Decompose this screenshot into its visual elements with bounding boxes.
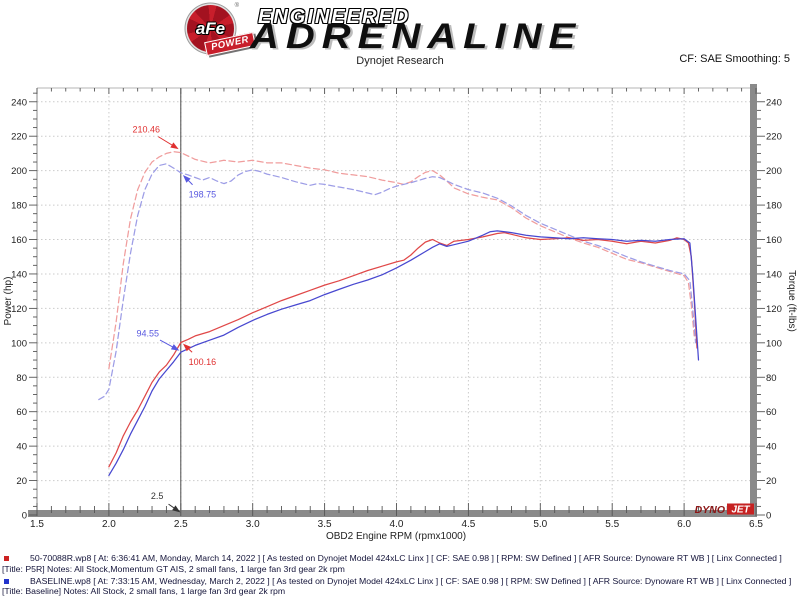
svg-text:0: 0 [766,511,771,522]
svg-text:180: 180 [11,201,27,212]
svg-text:140: 140 [11,269,27,280]
svg-text:40: 40 [766,442,777,453]
svg-text:60: 60 [766,407,777,418]
series-baseline-torque [98,163,697,401]
svg-text:120: 120 [766,304,782,315]
header: aFe ® POWER ENGINEERED ADRENALINE [0,0,800,70]
svg-text:140: 140 [766,269,782,280]
series-p5r-power [108,231,698,468]
x-tick-labels: 1.5 2.0 2.5 3.0 3.5 4.0 4.5 5.0 5.5 6.0 6.5 [30,519,763,530]
annotation-210.46: 210.46 [133,124,161,134]
svg-text:5.0: 5.0 [533,519,547,530]
svg-text:120: 120 [11,304,27,315]
smoothing-setting: CF: SAE Smoothing: 5 [679,53,790,65]
dynojet-watermark-box [727,503,754,515]
legend-text-baseline: BASELINE.wp8 [ At: 7:33:15 AM, Wednesday… [2,575,792,597]
series-baseline-power [108,230,700,477]
svg-text:220: 220 [766,132,782,143]
svg-text:240: 240 [11,97,27,108]
svg-text:200: 200 [11,166,27,177]
svg-text:20: 20 [766,476,777,487]
x-axis-title: OBD2 Engine RPM (rpmx1000) [326,531,466,542]
svg-text:100: 100 [11,338,27,349]
svg-text:240: 240 [766,97,782,108]
chart-subtitle: Dynojet Research [356,55,444,67]
svg-text:6.0: 6.0 [677,519,691,530]
svg-text:3.5: 3.5 [318,519,332,530]
svg-text:80: 80 [16,373,27,384]
legend: 50-70088R.wp8 [ At: 6:36:41 AM, Monday, … [2,553,798,598]
annotation-100.16: 100.16 [189,357,217,367]
title-adrenaline: ADRENALINE [250,17,583,56]
gridlines [37,88,750,510]
series-p5r-torque [108,151,695,370]
svg-text:6.5: 6.5 [749,519,763,530]
dynojet-watermark-jet: JET [731,505,750,516]
svg-text:4.0: 4.0 [390,519,404,530]
svg-text:160: 160 [766,235,782,246]
legend-text-p5r: 50-70088R.wp8 [ At: 6:36:41 AM, Monday, … [2,553,782,574]
svg-text:4.5: 4.5 [461,519,475,530]
svg-text:160: 160 [11,235,27,246]
svg-text:3.0: 3.0 [246,519,260,530]
svg-text:5.5: 5.5 [605,519,619,530]
svg-text:200: 200 [766,166,782,177]
legend-marker-red [4,556,9,561]
legend-entry-p5r: 50-70088R.wp8 [ At: 6:36:41 AM, Monday, … [2,553,798,575]
y-tick-labels: 0 0 20 20 40 40 60 60 80 80 100 100 120 120 140 140 160 1… [11,97,782,521]
x-axis-bar [28,510,757,517]
dynojet-watermark-dyno: DYNO [695,504,725,516]
svg-text:100: 100 [766,338,782,349]
annotation-94.55: 94.55 [136,328,159,338]
right-axis-bar [750,84,757,517]
legend-marker-blue [4,578,9,584]
svg-text:180: 180 [766,201,782,212]
y-axis-title-left: Power (hp) [3,277,14,326]
y-axis-title-right: Torque (ft-lbs) [786,270,797,332]
svg-text:80: 80 [766,373,777,384]
registered-mark: ® [234,3,239,9]
svg-text:2.5: 2.5 [174,519,188,530]
title-engineered: ENGINEERED [258,6,411,28]
annotation-198.75: 198.75 [189,190,217,200]
annotation-2.5: 2.5 [151,491,164,501]
afe-logo-text: aFe [195,18,226,38]
svg-text:1.5: 1.5 [30,519,44,530]
svg-text:40: 40 [16,442,27,453]
svg-text:20: 20 [16,476,27,487]
svg-text:2.0: 2.0 [102,519,116,530]
legend-entry-baseline: BASELINE.wp8 [ At: 7:33:15 AM, Wednesday… [2,576,798,598]
svg-text:220: 220 [11,132,27,143]
svg-text:60: 60 [16,407,27,418]
svg-text:0: 0 [22,511,27,522]
